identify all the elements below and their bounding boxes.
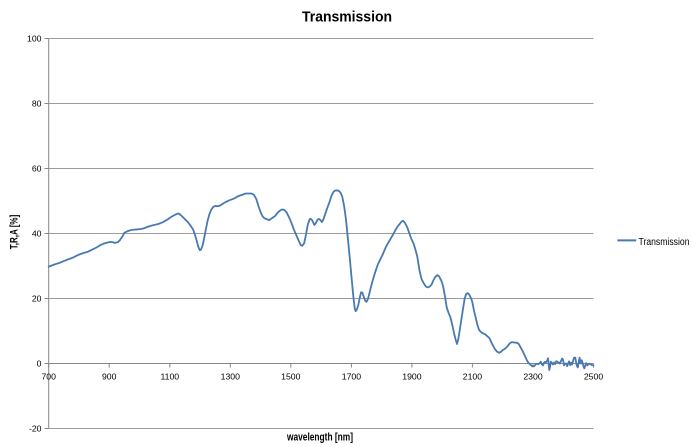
svg-text:1100: 1100 bbox=[160, 372, 179, 382]
svg-text:-20: -20 bbox=[29, 424, 42, 434]
svg-text:40: 40 bbox=[32, 229, 42, 239]
svg-text:wavelength [nm]: wavelength [nm] bbox=[286, 432, 353, 444]
svg-text:80: 80 bbox=[32, 99, 42, 109]
svg-text:2500: 2500 bbox=[584, 372, 603, 382]
svg-text:2100: 2100 bbox=[463, 372, 482, 382]
svg-text:2300: 2300 bbox=[523, 372, 542, 382]
svg-text:1900: 1900 bbox=[402, 372, 421, 382]
svg-text:20: 20 bbox=[32, 294, 42, 304]
svg-text:1300: 1300 bbox=[221, 372, 240, 382]
svg-text:1500: 1500 bbox=[281, 372, 300, 382]
svg-text:100: 100 bbox=[27, 34, 42, 44]
svg-text:700: 700 bbox=[41, 372, 56, 382]
svg-text:Transmission: Transmission bbox=[639, 237, 690, 248]
svg-text:60: 60 bbox=[32, 164, 42, 174]
svg-text:1700: 1700 bbox=[342, 372, 361, 382]
svg-text:0: 0 bbox=[37, 359, 42, 369]
svg-text:900: 900 bbox=[102, 372, 117, 382]
svg-text:T,R,A [%]: T,R,A [%] bbox=[9, 215, 21, 250]
svg-text:Transmission: Transmission bbox=[302, 9, 392, 26]
